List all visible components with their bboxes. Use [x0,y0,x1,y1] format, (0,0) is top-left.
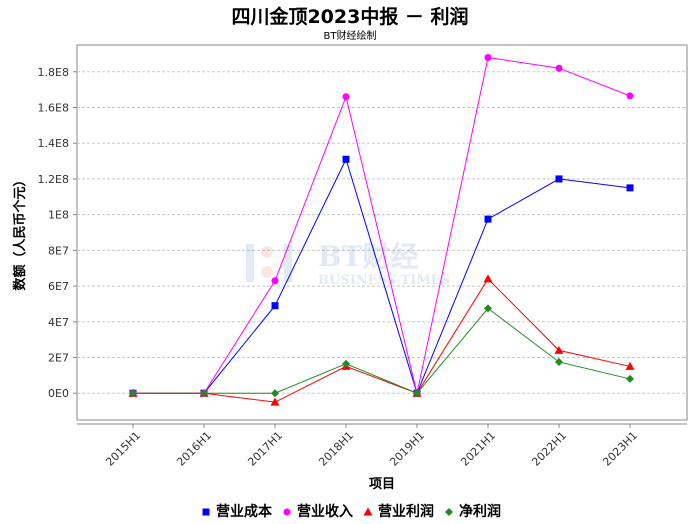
data-point [555,175,563,183]
data-point [271,389,279,398]
legend-marker [202,508,210,516]
x-tick-label: 2021H1 [458,429,498,469]
legend-marker [363,507,373,516]
y-tick-label: 8E7 [48,244,69,257]
x-axis-label: 项目 [369,477,395,492]
series-layer [128,54,635,406]
legend-item: 净利润 [442,501,501,521]
y-axis: 0E0 2E7 4E7 6E7 8E7 1E8 1.2E8 1.4E8 1.6E8 1.8E8 [38,66,77,400]
legend-label: 营业利润 [378,504,434,520]
y-tick-label: 2E7 [48,352,69,365]
data-point [342,93,350,101]
data-point [554,345,564,354]
data-point [484,215,492,223]
series-3 [129,304,634,398]
legend-label: 净利润 [459,504,501,520]
legend-marker [283,508,291,516]
watermark-text: BT财经 [318,240,419,273]
data-point [342,359,350,368]
diamond-marker-icon [445,508,453,516]
y-tick-label: 4E7 [48,316,69,329]
series-line [133,278,631,403]
y-tick-label: 1.2E8 [38,173,69,186]
y-axis-label: 数额（人民币个元） [12,173,28,290]
triangle-marker-icon [363,507,373,516]
data-point [555,64,563,72]
x-tick-label: 2019H1 [387,429,427,469]
data-point [129,389,137,398]
legend-label: 营业成本 [216,504,272,520]
chart-title: 四川金顶2023中报 － 利润 [231,6,469,28]
watermark-subtext: BUSINESS TIMES [318,273,450,288]
legend-item: 营业利润 [361,501,434,521]
data-point [484,54,492,61]
legend-label: 营业收入 [297,504,353,520]
data-point [625,361,635,370]
x-tick-label: 2017H1 [245,429,285,469]
legend-item: 营业收入 [280,501,353,521]
y-tick-label: 1.4E8 [38,137,69,150]
y-tick-label: 6E7 [48,280,69,293]
x-tick-label: 2022H1 [529,429,569,469]
legend: 营业成本 营业收入 营业利润 净利润 [0,501,700,521]
series-line [133,307,631,394]
y-tick-label: 0E0 [48,387,69,400]
data-point [270,397,280,406]
x-tick-label: 2016H1 [174,429,214,469]
plot-area [76,44,688,421]
series-line [133,157,631,395]
watermark: BT财经 BUSINESS TIMES [246,240,450,288]
data-point [626,92,634,100]
data-point [626,184,634,192]
legend-item: 营业成本 [199,501,272,521]
y-tick-label: 1.6E8 [38,102,69,115]
data-point [413,389,421,398]
data-point [483,274,493,283]
chart-subtitle: BT财经绘制 [323,31,377,42]
data-point [342,155,350,163]
y-tick-label: 1.8E8 [38,66,69,79]
data-point [271,277,279,285]
series-line [133,56,631,394]
circle-marker-icon [283,508,291,516]
x-tick-label: 2015H1 [103,429,143,469]
data-point [626,374,634,383]
data-point [555,357,563,366]
y-tick-label: 1E8 [48,209,69,222]
x-tick-label: 2023H1 [600,429,640,469]
data-point [271,302,279,310]
legend-marker [445,508,453,516]
x-tick-label: 2018H1 [316,429,356,469]
x-axis: 2015H1 2016H1 2017H1 2018H1 2019H1 2021H1 2022… [77,423,687,469]
data-point [484,304,492,313]
square-marker-icon [202,508,210,516]
data-point [200,389,208,398]
